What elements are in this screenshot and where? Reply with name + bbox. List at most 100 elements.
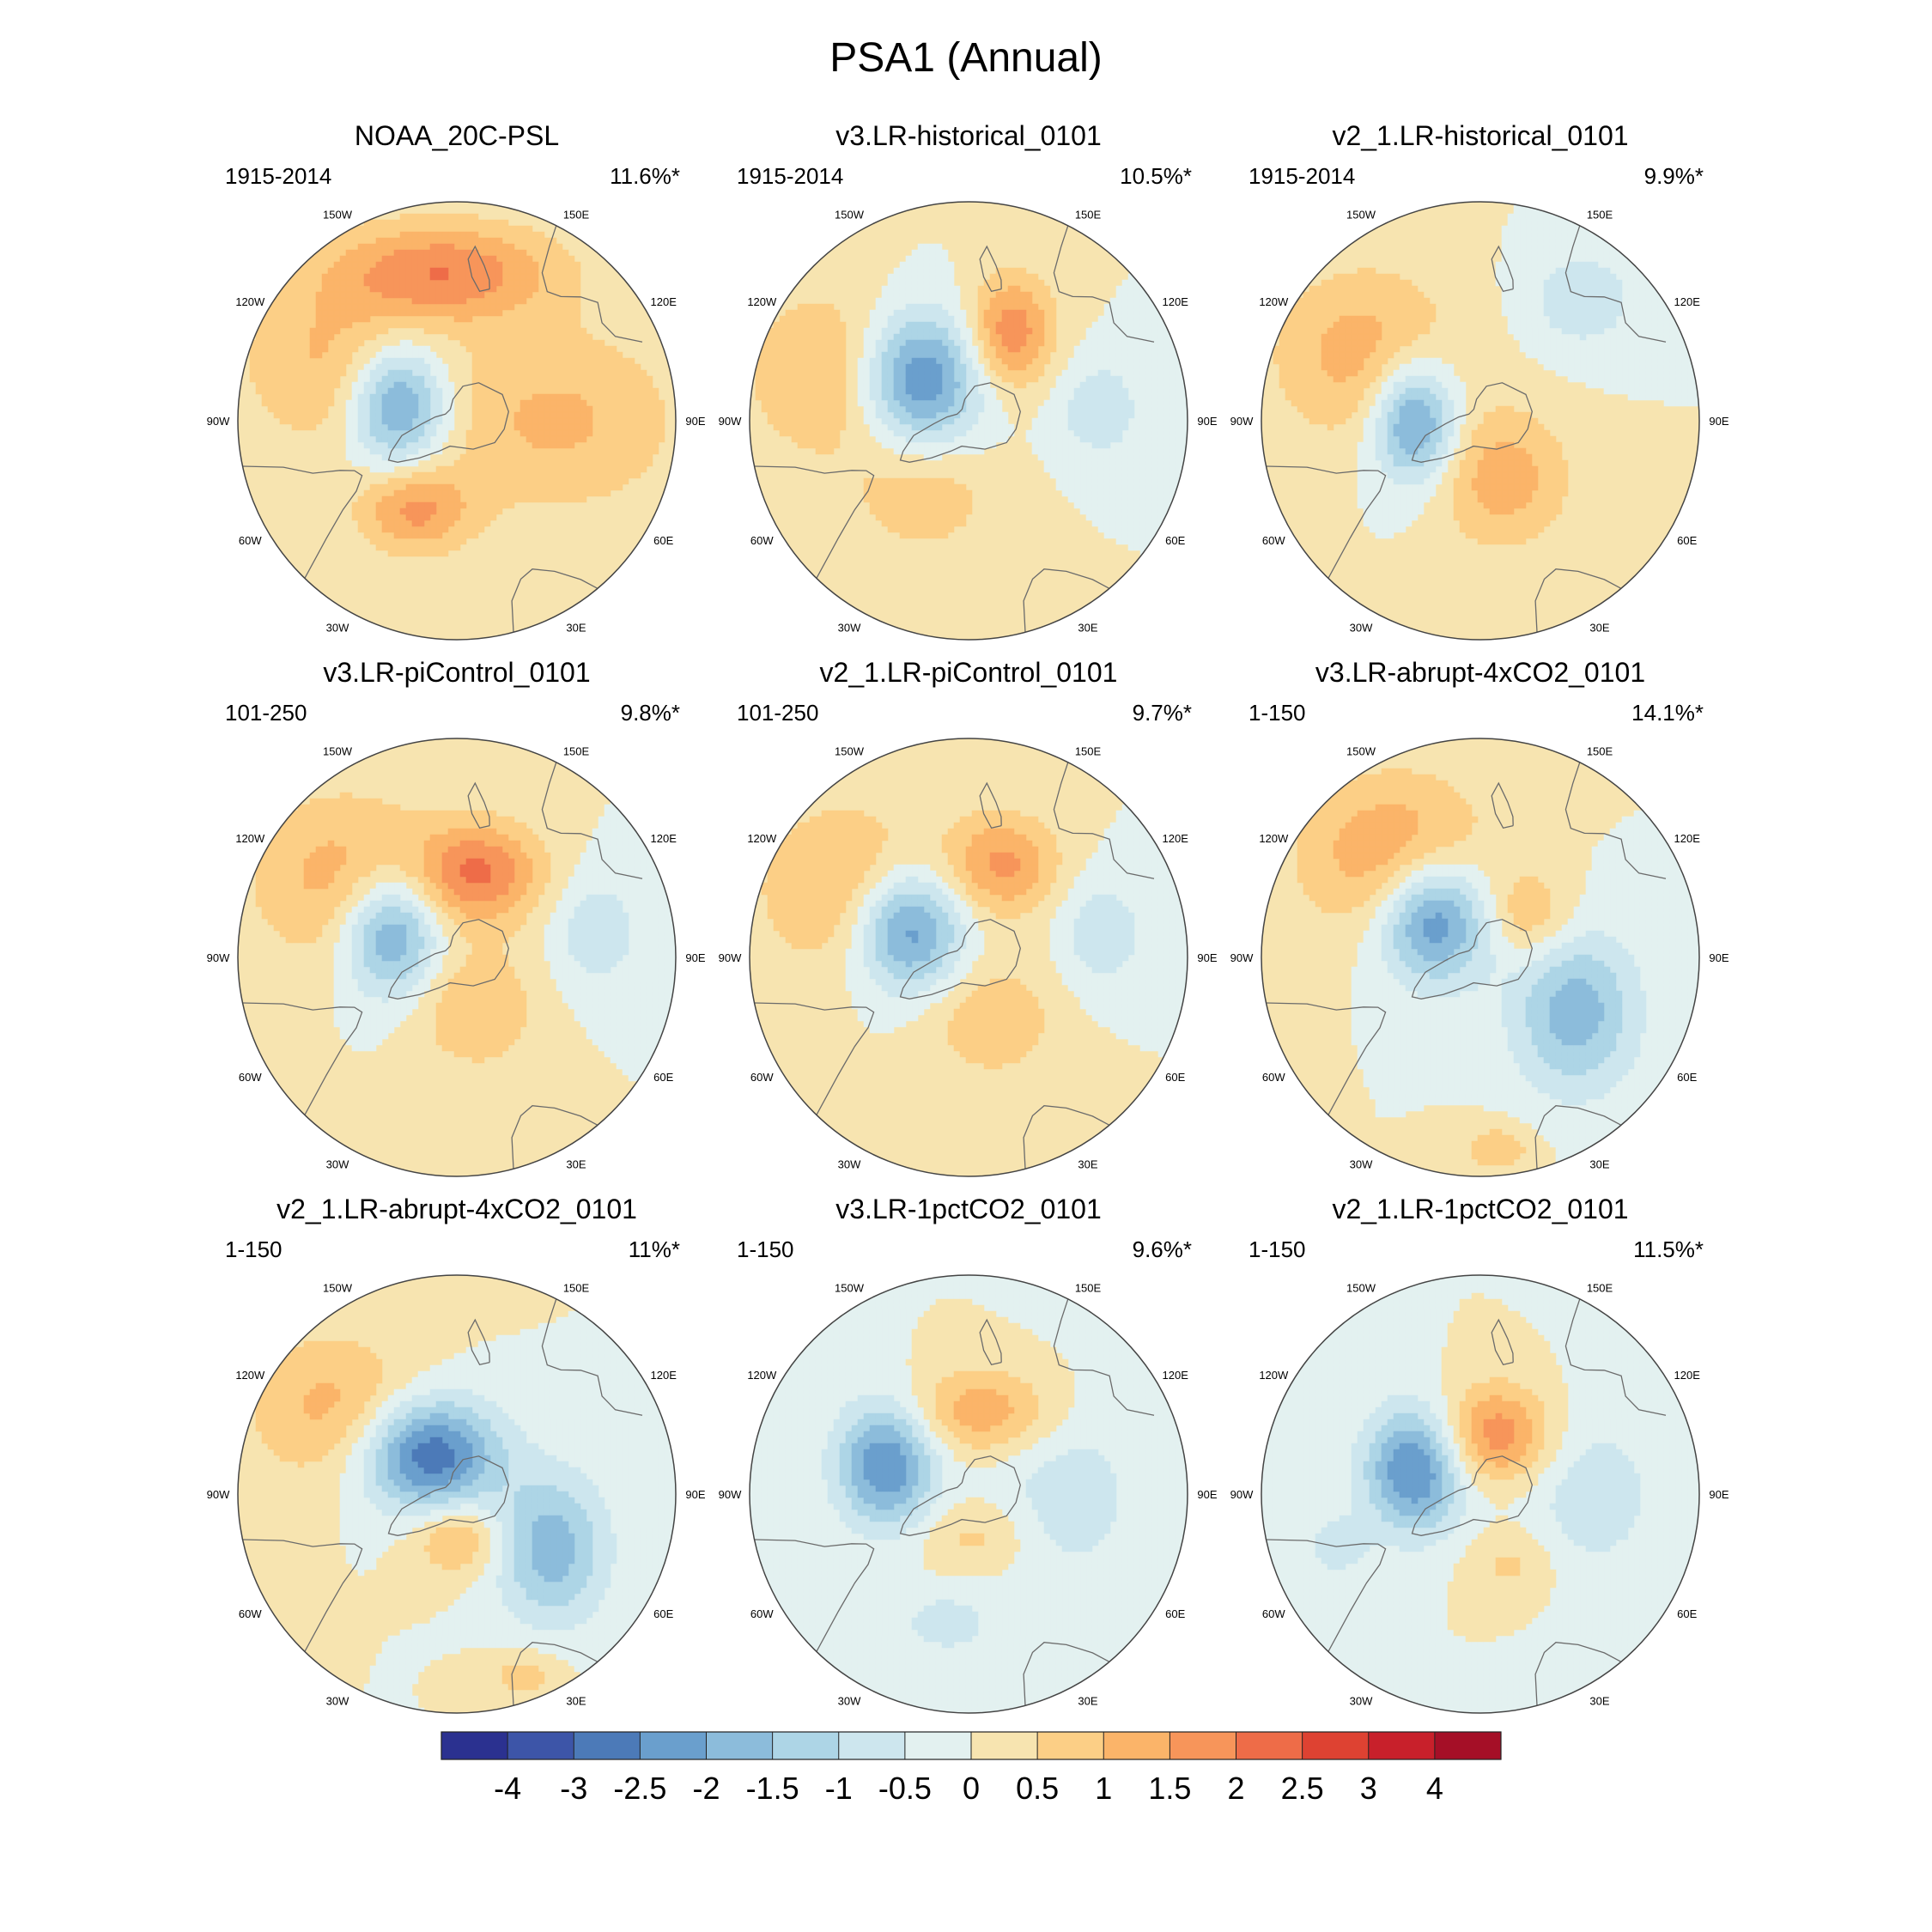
panel-title: v3.LR-1pctCO2_0101 — [835, 1194, 1102, 1224]
contour-band — [1273, 267, 1569, 545]
colorbar-tick-label: 3 — [1360, 1771, 1377, 1806]
colorbar-tick-label: -1.5 — [746, 1771, 799, 1806]
contour-band — [989, 852, 1021, 878]
panel-period: 1-150 — [225, 1236, 283, 1262]
lon-label: 150W — [835, 208, 865, 221]
colorbar-tick-label: -0.5 — [878, 1771, 932, 1806]
lon-label: 30W — [838, 1695, 861, 1708]
contour-band — [755, 267, 1057, 539]
lon-label: 60E — [653, 1607, 673, 1620]
coastline-southamerica — [242, 1539, 363, 1652]
contour-band — [995, 309, 1033, 353]
lon-label: 150W — [835, 1281, 865, 1294]
contour-field — [238, 1275, 676, 1713]
coastline-africa — [511, 1642, 598, 1706]
lon-label: 120E — [651, 832, 677, 845]
contour-band — [1393, 399, 1437, 455]
lon-label: 90W — [207, 951, 230, 964]
colorbar-tick-label: -2.5 — [613, 1771, 666, 1806]
coastline-antarctica — [899, 382, 1021, 463]
lon-label: 30E — [1589, 1695, 1609, 1708]
contour-field — [750, 738, 1188, 1176]
lon-label: 60W — [239, 1071, 262, 1084]
colorbar-swatch — [1037, 1732, 1104, 1759]
panel-period: 1915-2014 — [1249, 163, 1356, 189]
colorbar-tick-label: 1 — [1095, 1771, 1112, 1806]
lon-label: 90E — [1197, 415, 1217, 428]
lon-label: 150W — [323, 1281, 353, 1294]
coastline-australia — [541, 762, 643, 879]
lon-label: 30E — [1078, 622, 1097, 635]
coastline-newzealand — [979, 245, 1002, 293]
coastline-australia — [1564, 1298, 1667, 1416]
panel-title: v3.LR-historical_0101 — [835, 120, 1102, 151]
map-panel: v2_1.LR-1pctCO2_01011-15011.5%*030E60E90… — [1223, 1194, 1738, 1717]
lon-label: 90E — [1709, 1488, 1728, 1501]
contour-band — [1423, 912, 1449, 944]
contour-band — [255, 1340, 545, 1691]
lon-label: 60W — [750, 1071, 774, 1084]
lon-label: 120E — [1163, 295, 1189, 308]
lon-label: 120E — [1163, 832, 1189, 845]
coastline-antarctica — [1411, 1455, 1533, 1536]
coastline-newzealand — [1491, 1318, 1514, 1366]
lon-label: 120W — [1259, 295, 1289, 308]
coastline-newzealand — [979, 1318, 1002, 1366]
coastline-southamerica — [242, 465, 363, 579]
lon-label: 120W — [747, 1369, 777, 1382]
lon-label: 120W — [1259, 1369, 1289, 1382]
lon-label: 150E — [1587, 1281, 1613, 1294]
coastline-africa — [1534, 568, 1622, 633]
map-panel: v3.LR-historical_01011915-201410.5%*030E… — [711, 120, 1226, 644]
colorbar-tick-label: 4 — [1426, 1771, 1443, 1806]
contour-band — [905, 930, 919, 944]
coastline-newzealand — [1491, 781, 1514, 829]
panel-variance-pct: 11.6%* — [610, 163, 680, 189]
colorbar-tick-label: 1.5 — [1148, 1771, 1191, 1806]
contour-field — [1261, 202, 1699, 640]
lon-label: 150W — [1346, 1281, 1376, 1294]
lon-label: 120W — [235, 1369, 265, 1382]
polar-map: 030E60E90E120E150E180150W120W90W60W30W — [207, 201, 706, 641]
map-boundary — [237, 1274, 677, 1714]
lon-label: 60W — [239, 1607, 262, 1620]
panel-period: 1915-2014 — [225, 163, 332, 189]
colorbar-swatch — [1170, 1732, 1236, 1759]
coastline-newzealand — [1491, 245, 1514, 293]
map-panel: v2_1.LR-piControl_0101101-2509.7%*030E60… — [711, 657, 1226, 1181]
coastline-australia — [1053, 1298, 1155, 1416]
coastline-africa — [511, 568, 598, 633]
lon-label: 120E — [651, 1369, 677, 1382]
map-boundary — [749, 738, 1188, 1177]
coastline-africa — [511, 1105, 598, 1170]
coastline-newzealand — [979, 781, 1002, 829]
colorbar-swatch — [507, 1732, 574, 1759]
lon-label: 90W — [207, 415, 230, 428]
lon-label: 120W — [1259, 832, 1289, 845]
polar-map: 030E60E90E120E150E180150W120W90W60W30W — [719, 201, 1218, 641]
lon-label: 30W — [326, 622, 349, 635]
contour-field — [750, 202, 1188, 640]
lon-label: 60W — [750, 534, 774, 547]
colorbar-tick-label: -1 — [825, 1771, 853, 1806]
contour-band — [411, 1437, 455, 1474]
map-panel: v3.LR-abrupt-4xCO2_01011-15014.1%*030E60… — [1223, 657, 1738, 1181]
panel-title: v2_1.LR-abrupt-4xCO2_0101 — [276, 1194, 637, 1224]
contour-band — [1351, 810, 1699, 1166]
map-panel: NOAA_20C-PSL1915-201411.6%*030E60E90E120… — [199, 120, 714, 644]
map-boundary — [1261, 1274, 1700, 1714]
coastline-antarctica — [387, 919, 509, 999]
panel-title: v2_1.LR-historical_0101 — [1332, 120, 1629, 151]
lon-label: 30E — [1589, 1158, 1609, 1171]
lon-label: 30W — [1350, 622, 1373, 635]
lon-label: 90E — [1197, 1488, 1217, 1501]
colorbar-tick-label: 2.5 — [1281, 1771, 1324, 1806]
panel-variance-pct: 11%* — [628, 1236, 680, 1262]
contour-band — [761, 810, 1063, 1070]
coastline-australia — [541, 225, 643, 343]
coastline-southamerica — [754, 1539, 875, 1652]
map-boundary — [749, 1274, 1188, 1714]
lon-label: 30W — [1350, 1695, 1373, 1708]
coastline-antarctica — [899, 919, 1021, 999]
coastline-australia — [1053, 225, 1155, 343]
